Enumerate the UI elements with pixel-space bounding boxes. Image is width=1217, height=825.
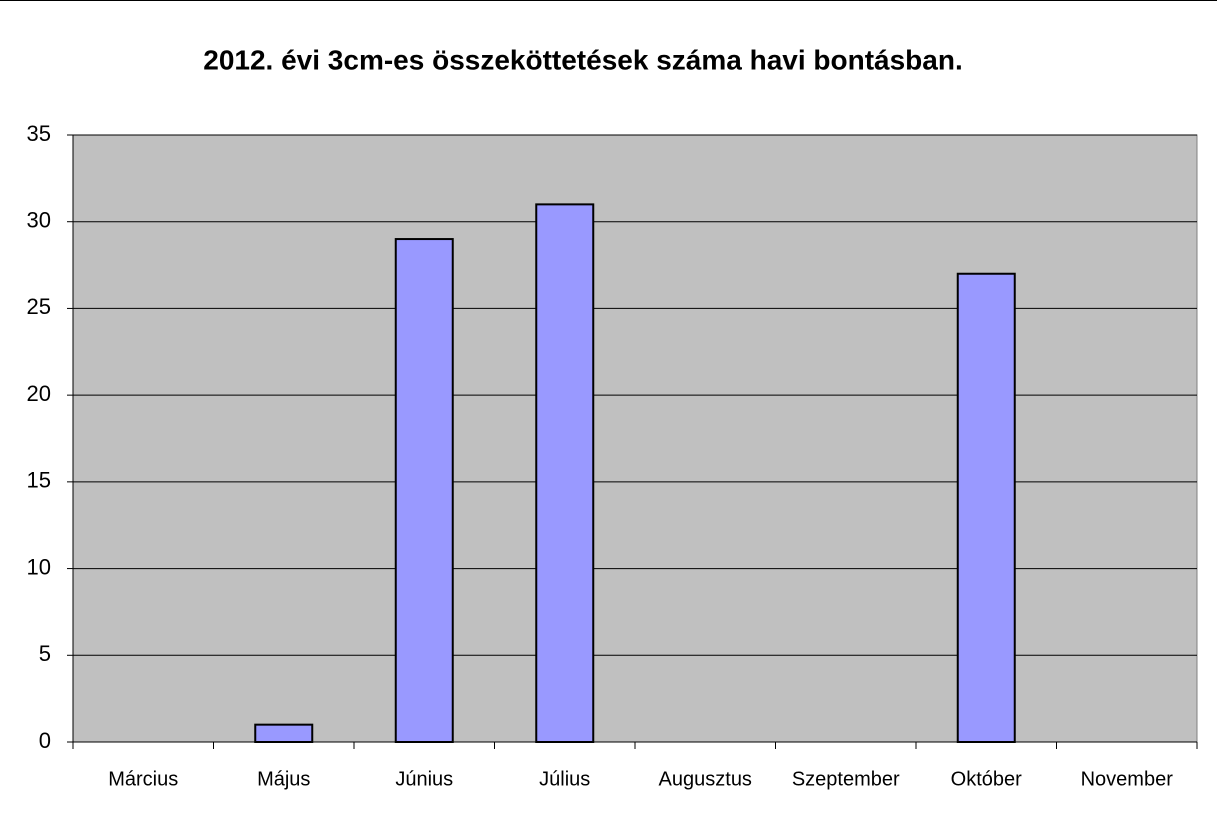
x-tick-label: Március (108, 768, 178, 790)
y-tick-label: 15 (27, 468, 51, 493)
plot-area (72, 134, 1198, 743)
y-tick-label: 25 (27, 294, 51, 319)
x-tick-label: Július (539, 768, 590, 790)
y-tick-label: 35 (27, 121, 51, 146)
x-tick-label: Május (257, 768, 310, 790)
bar (535, 203, 595, 744)
x-tick-label: Október (951, 768, 1022, 790)
y-tick-label: 10 (27, 554, 51, 579)
x-tick-label: Augusztus (659, 768, 752, 790)
x-tick-label: November (1081, 768, 1174, 790)
chart-title: 2012. évi 3cm-es összeköttetések száma h… (203, 44, 963, 75)
bar (254, 723, 314, 744)
y-tick-label: 5 (39, 641, 51, 666)
x-tick-label: Szeptember (792, 768, 900, 790)
bar (956, 272, 1016, 743)
x-tick-label: Június (395, 768, 453, 790)
y-tick-label: 30 (27, 208, 51, 233)
bar (394, 238, 454, 744)
y-tick-label: 0 (39, 728, 51, 753)
y-tick-label: 20 (27, 381, 51, 406)
